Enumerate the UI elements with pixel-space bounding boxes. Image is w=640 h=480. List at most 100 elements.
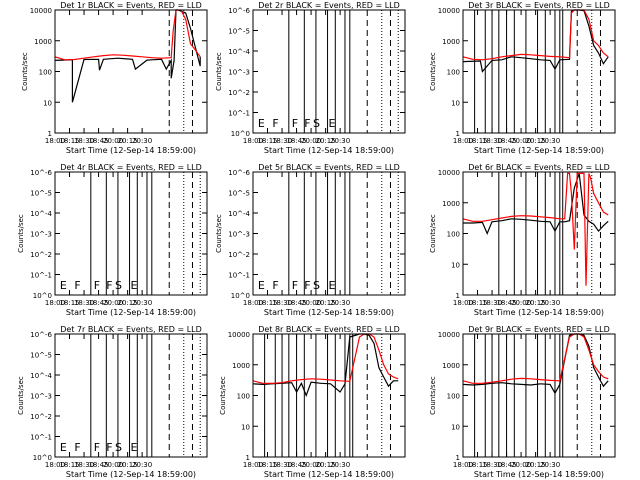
y-tick-label: 10^-6: [30, 169, 52, 177]
x-tick-label: 20:00: [301, 461, 321, 469]
x-tick-label: 20:30: [330, 299, 350, 307]
x-axis-label: Start Time (12-Sep-14 18:59:00): [474, 470, 604, 479]
x-tick-label: 18:30: [482, 137, 502, 145]
y-axis-label: Counts/sec: [219, 376, 227, 415]
y-axis-label: Counts/sec: [429, 52, 437, 91]
y-tick-label: 10^-1: [228, 272, 250, 280]
flag-letter: F: [304, 279, 310, 292]
x-tick-label: 20:30: [132, 461, 152, 469]
panel-det-3: Det 3r BLACK = Events, RED = LLD18:0018:…: [429, 1, 616, 155]
x-tick-label: 18:15: [257, 137, 277, 145]
y-tick-label: 1000: [34, 38, 52, 46]
lld-series: [54, 9, 201, 61]
y-axis-label: Counts/sec: [17, 214, 25, 253]
events-series: [54, 9, 201, 103]
y-tick-label: 10^0: [231, 130, 250, 138]
y-axis-label: Counts/sec: [429, 376, 437, 415]
y-tick-label: 10^-1: [228, 110, 250, 118]
y-tick-label: 1000: [442, 38, 460, 46]
flag-letter: F: [272, 279, 278, 292]
y-tick-label: 1: [246, 454, 250, 462]
x-tick-label: 20:15: [118, 137, 138, 145]
x-tick-label: 18:15: [257, 461, 277, 469]
x-tick-label: 20:15: [526, 461, 546, 469]
flag-letter: F: [304, 117, 310, 130]
x-tick-label: 18:00: [45, 299, 65, 307]
x-tick-label: 18:30: [272, 299, 292, 307]
x-tick-label: 20:00: [103, 299, 123, 307]
y-tick-label: 10^-4: [228, 210, 250, 218]
flag-letter: F: [106, 441, 112, 454]
y-tick-label: 10^0: [33, 454, 52, 462]
x-tick-label: 18:30: [74, 137, 94, 145]
panel-title: Det 5r BLACK = Events, RED = LLD: [258, 163, 400, 172]
x-tick-label: 18:45: [496, 461, 516, 469]
y-tick-label: 10000: [438, 169, 460, 177]
x-tick-label: 18:15: [59, 137, 79, 145]
panel-det-6: Det 6r BLACK = Events, RED = LLD18:0018:…: [429, 163, 616, 317]
y-tick-label: 10^-5: [228, 28, 250, 36]
x-tick-label: 18:15: [467, 299, 487, 307]
y-tick-label: 1: [456, 454, 460, 462]
panel-det-8: Det 8r BLACK = Events, RED = LLD18:0018:…: [219, 325, 406, 479]
flag-letter: S: [115, 441, 122, 454]
y-tick-label: 100: [447, 69, 460, 77]
x-axis-label: Start Time (12-Sep-14 18:59:00): [474, 308, 604, 317]
lld-series: [462, 9, 609, 61]
x-tick-label: 18:30: [272, 137, 292, 145]
flag-letter: S: [313, 279, 320, 292]
events-series: [463, 173, 609, 236]
x-tick-label: 18:00: [45, 137, 65, 145]
x-tick-label: 20:15: [316, 299, 336, 307]
x-tick-label: 18:45: [496, 299, 516, 307]
x-tick-label: 20:00: [103, 137, 123, 145]
y-tick-label: 10^-3: [30, 231, 52, 239]
y-tick-label: 1: [48, 130, 52, 138]
lld-series: [462, 172, 609, 286]
flag-letter: E: [329, 117, 336, 130]
y-tick-label: 1000: [232, 362, 250, 370]
x-tick-label: 18:00: [453, 299, 473, 307]
flag-letter: F: [272, 117, 278, 130]
x-tick-label: 20:00: [301, 299, 321, 307]
x-axis-label: Start Time (12-Sep-14 18:59:00): [66, 146, 196, 155]
x-axis-label: Start Time (12-Sep-14 18:59:00): [66, 308, 196, 317]
y-tick-label: 10^-4: [228, 48, 250, 56]
x-tick-label: 18:15: [257, 299, 277, 307]
x-tick-label: 18:30: [74, 299, 94, 307]
panel-title: Det 1r BLACK = Events, RED = LLD: [60, 1, 202, 10]
x-tick-label: 18:30: [272, 461, 292, 469]
panel-title: Det 2r BLACK = Events, RED = LLD: [258, 1, 400, 10]
x-tick-label: 20:30: [330, 137, 350, 145]
y-tick-label: 10^-6: [228, 169, 250, 177]
flag-letter: F: [106, 279, 112, 292]
panel-title: Det 9r BLACK = Events, RED = LLD: [468, 325, 610, 334]
y-tick-label: 100: [447, 393, 460, 401]
y-axis-label: Counts/sec: [215, 214, 223, 253]
y-tick-label: 10^-6: [30, 331, 52, 339]
x-axis-label: Start Time (12-Sep-14 18:59:00): [66, 470, 196, 479]
x-tick-label: 20:00: [511, 137, 531, 145]
y-tick-label: 10^-3: [228, 231, 250, 239]
flag-letter: E: [131, 279, 138, 292]
x-tick-label: 18:15: [59, 461, 79, 469]
y-tick-label: 10: [451, 99, 460, 107]
flag-letter: F: [74, 279, 80, 292]
y-tick-label: 10: [241, 423, 250, 431]
flag-letter: E: [60, 279, 67, 292]
panel-det-1: Det 1r BLACK = Events, RED = LLD18:0018:…: [21, 1, 208, 155]
y-tick-label: 10^-2: [228, 251, 250, 259]
panel-title: Det 4r BLACK = Events, RED = LLD: [60, 163, 202, 172]
y-tick-label: 1: [456, 130, 460, 138]
y-axis-label: Counts/sec: [21, 52, 29, 91]
x-tick-label: 20:15: [526, 299, 546, 307]
events-series: [462, 9, 609, 73]
panel-title: Det 3r BLACK = Events, RED = LLD: [468, 1, 610, 10]
x-tick-label: 20:00: [511, 299, 531, 307]
y-tick-label: 1000: [442, 200, 460, 208]
x-tick-label: 18:45: [88, 299, 108, 307]
x-tick-label: 18:45: [286, 461, 306, 469]
y-tick-label: 100: [447, 231, 460, 239]
